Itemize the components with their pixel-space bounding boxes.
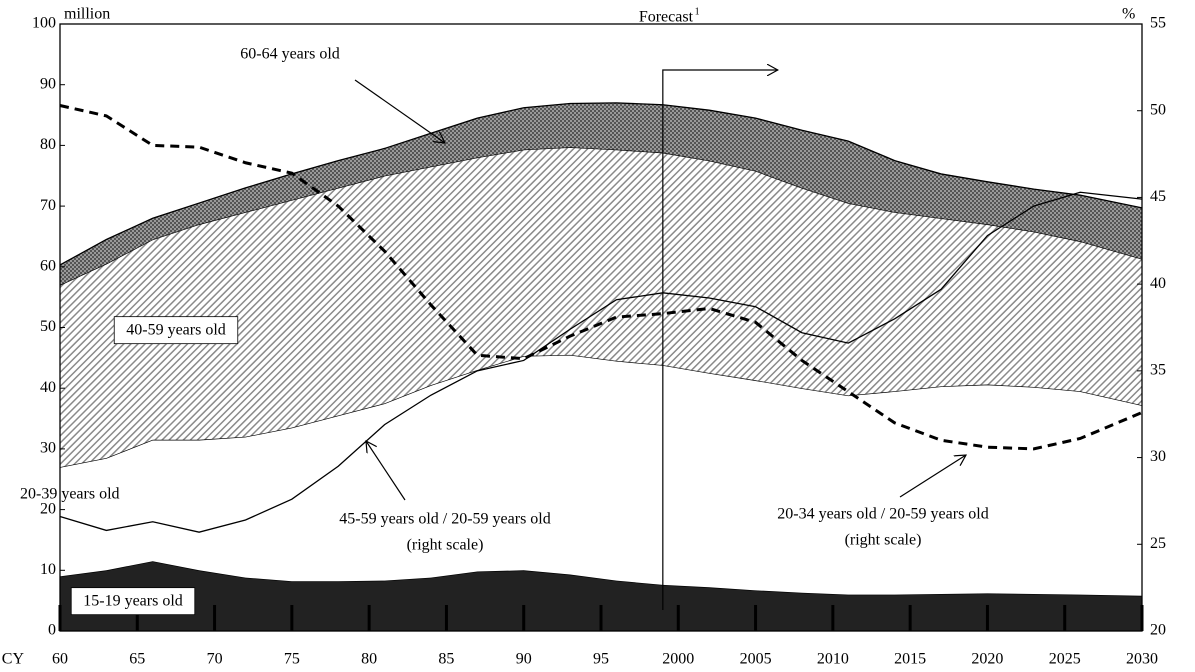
y2-tick-label: 30	[1150, 448, 1166, 465]
x-tick-label: 2010	[817, 651, 849, 668]
y2-tick-label: 40	[1150, 275, 1166, 292]
forecast-note: 1	[695, 6, 700, 17]
x-prefix: CY	[2, 651, 25, 668]
series-note: (right scale)	[407, 537, 484, 554]
x-tick-label: 2000	[662, 651, 694, 668]
series-label: 15-19 years old	[83, 593, 183, 610]
y2-tick-label: 25	[1150, 535, 1166, 552]
y2-tick-label: 20	[1150, 622, 1166, 639]
lines	[59, 104, 1143, 533]
y-tick-label: 20	[40, 500, 56, 517]
areas	[59, 102, 1143, 631]
area-edge	[59, 102, 1143, 266]
y2-unit: %	[1122, 6, 1135, 23]
x-tick-label: 95	[593, 651, 609, 668]
label-box	[113, 316, 239, 345]
y2-tick-label: 45	[1150, 188, 1166, 205]
y-tick-label: 90	[40, 75, 56, 92]
area	[60, 102, 1142, 286]
y-tick-label: 80	[40, 136, 56, 153]
line	[59, 191, 1143, 533]
series-label: 45-59 years old / 20-59 years old	[339, 511, 551, 528]
area	[60, 147, 1142, 468]
dashed-line	[59, 104, 1143, 451]
x-tick-label: 70	[207, 651, 223, 668]
y-tick-label: 0	[48, 622, 56, 639]
series-note: (right scale)	[845, 532, 922, 549]
x-tick-label: 2015	[894, 651, 926, 668]
arrow	[366, 441, 406, 501]
y-tick-label: 50	[40, 318, 56, 335]
x-tick-label: 80	[361, 651, 377, 668]
label-box	[70, 587, 196, 616]
y-tick-label: 70	[40, 197, 56, 214]
series-label: 20-34 years old / 20-59 years old	[777, 506, 989, 523]
y-unit: million	[64, 6, 110, 23]
y2-tick-label: 35	[1150, 362, 1166, 379]
arrow	[899, 455, 966, 498]
axes: 0102030405060708090100202530354045505560…	[2, 6, 1166, 668]
x-tick-label: 85	[438, 651, 454, 668]
series-label: 60-64 years old	[240, 46, 340, 63]
area	[60, 561, 1142, 631]
x-tick-label: 2030	[1126, 651, 1158, 668]
forecast-arrow	[662, 70, 778, 610]
y-tick-label: 30	[40, 440, 56, 457]
y-tick-label: 60	[40, 257, 56, 274]
area	[60, 354, 1142, 596]
x-tick-label: 2005	[740, 651, 772, 668]
forecast-label: Forecast	[639, 9, 694, 26]
x-tick-label: 2025	[1049, 651, 1081, 668]
y2-tick-label: 55	[1150, 15, 1166, 32]
y-tick-label: 100	[32, 15, 56, 32]
y-tick-label: 40	[40, 379, 56, 396]
arrow	[354, 79, 445, 143]
y2-tick-label: 50	[1150, 101, 1166, 118]
series-label: 20-39 years old	[20, 486, 120, 503]
x-tick-label: 2020	[971, 651, 1003, 668]
series-label: 40-59 years old	[126, 322, 226, 339]
x-tick-label: 90	[516, 651, 532, 668]
annotations: 15-19 years old 20-39 years old 40-59 year…	[20, 6, 989, 616]
y-tick-label: 10	[40, 561, 56, 578]
x-tick-label: 60	[52, 651, 68, 668]
x-tick-label: 75	[284, 651, 300, 668]
x-tick-label: 65	[129, 651, 145, 668]
